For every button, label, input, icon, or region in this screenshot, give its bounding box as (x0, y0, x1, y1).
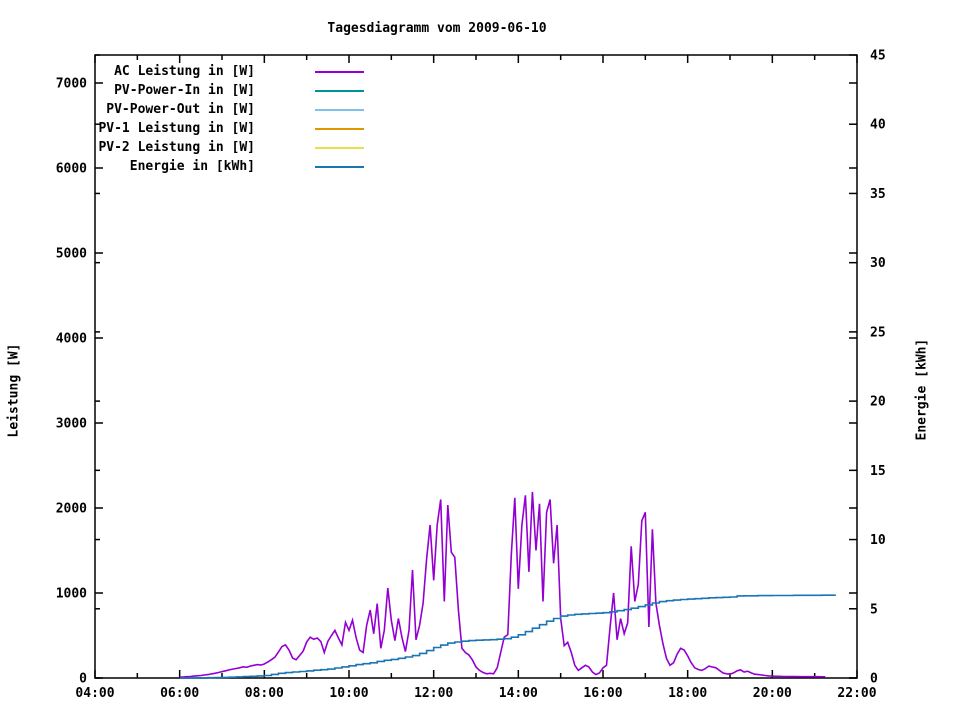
y-right-tick-label: 15 (870, 464, 886, 479)
y-left-tick-label: 6000 (56, 162, 87, 177)
energie-curve (179, 594, 836, 679)
legend-label: PV-Power-In in [W] (114, 83, 255, 98)
y-right-tick-label: 30 (870, 256, 886, 271)
legend-item: PV-Power-Out in [W] (0, 100, 364, 119)
legend-item: Energie in [kWh] (0, 157, 364, 176)
x-tick-label: 08:00 (245, 686, 284, 701)
x-tick-label: 16:00 (583, 686, 622, 701)
y-right-tick-label: 35 (870, 187, 886, 202)
y-right-tick-label: 25 (870, 325, 886, 340)
x-tick-label: 04:00 (75, 686, 114, 701)
legend-label: PV-2 Leistung in [W] (98, 140, 255, 155)
x-tick-label: 20:00 (753, 686, 792, 701)
legend-label: AC Leistung in [W] (114, 64, 255, 79)
y-right-tick-label: 20 (870, 395, 886, 410)
legend-label: PV-Power-Out in [W] (106, 102, 255, 117)
legend-label: PV-1 Leistung in [W] (98, 121, 255, 136)
ac-power-curve (179, 491, 826, 678)
y-left-tick-label: 0 (79, 672, 87, 687)
y-left-tick-label: 2000 (56, 502, 87, 517)
y-left-tick-label: 3000 (56, 417, 87, 432)
y-left-tick-label: 1000 (56, 587, 87, 602)
legend-swatch-line (315, 89, 364, 92)
y-left-axis-ticks: 0 1000 2000 3000 4000 5000 6000 7000 (56, 77, 857, 687)
legend-item: PV-1 Leistung in [W] (0, 119, 364, 138)
legend: AC Leistung in [W] PV-Power-In in [W] PV-P… (0, 62, 364, 176)
legend-swatch-line (315, 165, 364, 168)
x-tick-label: 12:00 (414, 686, 453, 701)
legend-swatch-line (315, 127, 364, 130)
y-right-tick-label: 5 (870, 602, 878, 617)
legend-swatch-line (315, 146, 364, 149)
x-tick-label: 14:00 (499, 686, 538, 701)
y-right-tick-label: 10 (870, 533, 886, 548)
y-right-tick-label: 45 (870, 49, 886, 64)
legend-swatch-line (315, 70, 364, 73)
y-left-tick-label: 5000 (56, 247, 87, 262)
x-axis-ticks: 04:00 06:00 08:00 10:00 12:00 14:00 16:00 18:00… (75, 55, 877, 701)
legend-swatch-line (315, 108, 364, 111)
x-tick-label: 18:00 (668, 686, 707, 701)
legend-label: Energie in [kWh] (129, 159, 255, 174)
y-right-tick-label: 40 (870, 118, 886, 133)
y-right-tick-label: 0 (870, 672, 878, 687)
y-left-tick-label: 7000 (56, 77, 87, 92)
x-tick-label: 22:00 (837, 686, 876, 701)
legend-item: PV-Power-In in [W] (0, 81, 364, 100)
y-left-tick-label: 4000 (56, 332, 87, 347)
legend-item: PV-2 Leistung in [W] (0, 138, 364, 157)
x-tick-label: 06:00 (160, 686, 199, 701)
legend-item: AC Leistung in [W] (0, 62, 364, 81)
x-tick-label: 10:00 (329, 686, 368, 701)
y-right-axis-ticks: 0 5 10 15 20 25 30 35 40 45 (95, 49, 886, 687)
chart-title: Tagesdiagramm vom 2009-06-10 (327, 21, 547, 36)
